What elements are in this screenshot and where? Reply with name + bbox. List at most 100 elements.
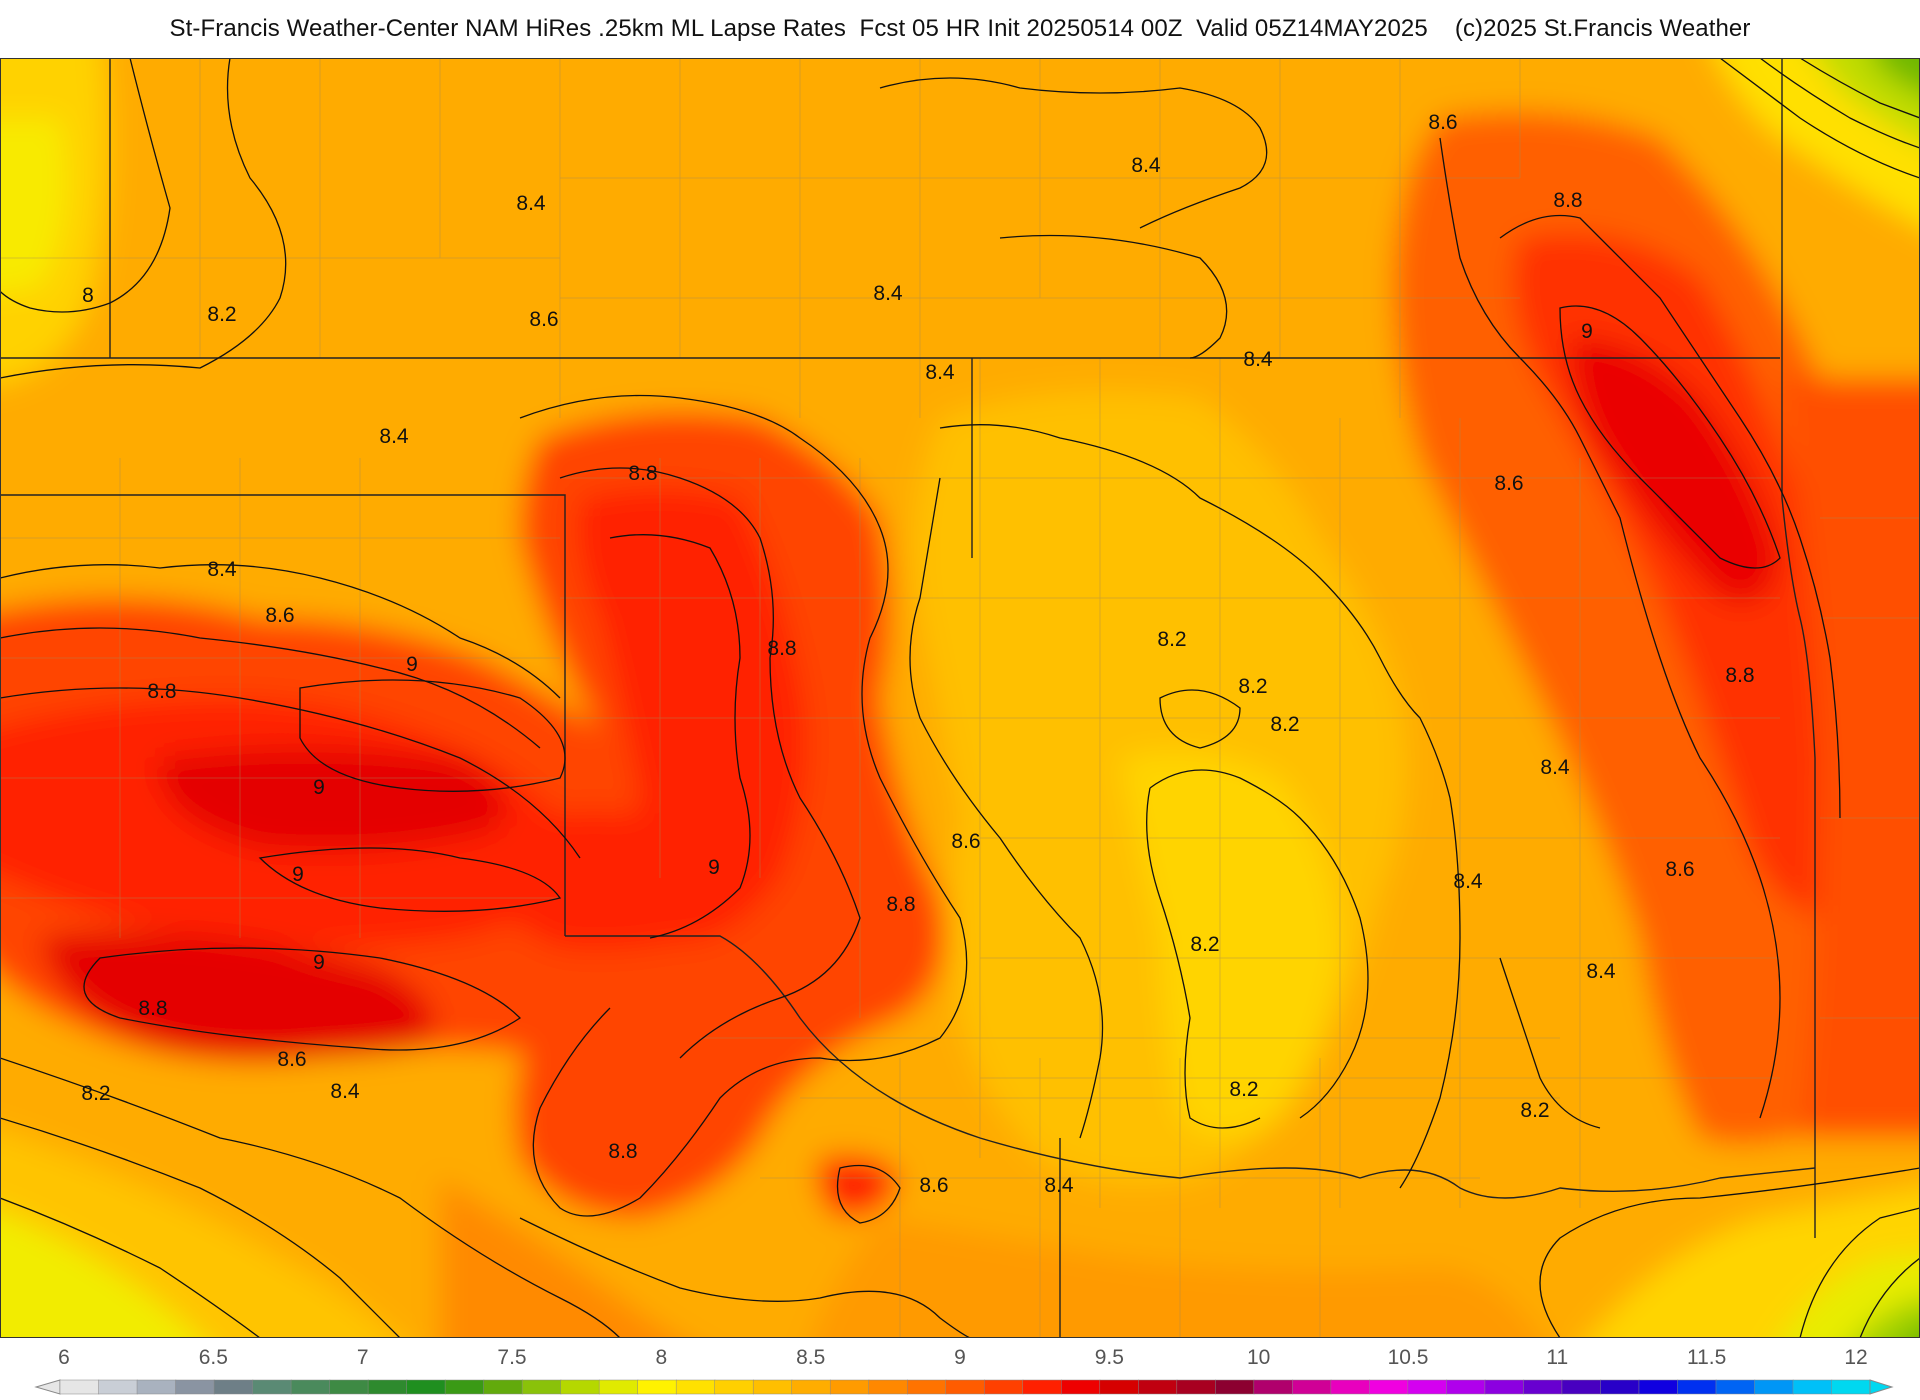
colorbar-swatch <box>1484 1379 1525 1395</box>
contour-label: 8.6 <box>277 1048 306 1071</box>
colorbar-swatch <box>1715 1379 1756 1395</box>
contour-label: 8.4 <box>330 1080 360 1103</box>
contour-label: 8.8 <box>608 1140 637 1163</box>
contour-label: 9 <box>406 653 418 676</box>
contour-label: 8.6 <box>1665 858 1694 881</box>
colorbar-tick-label: 10 <box>1247 1346 1270 1369</box>
colorbar-tick-label: 8 <box>655 1346 667 1369</box>
contour-label: 8.6 <box>1494 472 1523 495</box>
contour-label: 8.4 <box>1586 960 1616 983</box>
colorbar-swatch <box>1792 1379 1833 1395</box>
colorbar-swatch <box>906 1379 947 1395</box>
contour-label: 8.2 <box>1157 628 1186 651</box>
contour-label: 8.8 <box>886 893 915 916</box>
colorbar-tick-label: 12 <box>1844 1346 1867 1369</box>
colorbar-swatch <box>213 1379 254 1395</box>
colorbar-swatch <box>1407 1379 1448 1395</box>
colorbar-swatch <box>1292 1379 1332 1395</box>
colorbar-tick-label: 11 <box>1546 1346 1568 1369</box>
contour-label: 8.8 <box>1553 189 1582 212</box>
colorbar-swatch <box>290 1379 331 1395</box>
colorbar-swatch <box>1561 1379 1602 1395</box>
colorbar-swatches <box>34 1379 1894 1395</box>
colorbar-swatch <box>252 1379 292 1395</box>
map-title: St-Francis Weather-Center NAM HiRes .25k… <box>169 15 1751 42</box>
contour-label: 8.2 <box>1229 1078 1258 1101</box>
color-fill-layer <box>0 58 1920 1338</box>
contour-label: 8.2 <box>1520 1099 1549 1122</box>
colorbar-swatch <box>1253 1379 1294 1395</box>
contour-label: 8.4 <box>925 361 955 384</box>
colorbar-swatch <box>1330 1379 1371 1395</box>
colorbar-swatch <box>1446 1379 1486 1395</box>
colorbar-swatch <box>829 1379 870 1395</box>
colorbar-swatch <box>483 1379 523 1395</box>
colorbar-swatch <box>1677 1379 1717 1395</box>
contour-label: 9 <box>1581 320 1593 343</box>
lapse-rate-map: 8 8.2 8.4 8.6 8.4 8.4 8.4 8.4 8.6 8.8 9 … <box>0 58 1920 1338</box>
contour-label: 8.2 <box>1270 713 1299 736</box>
contour-label: 8.8 <box>767 637 796 660</box>
colorbar-swatch <box>598 1379 639 1395</box>
colorbar-swatch <box>752 1379 793 1395</box>
colorbar-swatch <box>791 1379 831 1395</box>
colorbar-swatch <box>560 1379 600 1395</box>
colorbar-swatch <box>1138 1379 1178 1395</box>
contour-label: 8.4 <box>873 282 903 305</box>
contour-label: 8.2 <box>1190 933 1219 956</box>
contour-label: 8.8 <box>138 997 167 1020</box>
contour-labels: 8 8.2 8.4 8.6 8.4 8.4 8.4 8.4 8.6 8.8 9 … <box>81 111 1754 1197</box>
colorbar-swatch <box>1061 1379 1101 1395</box>
colorbar-swatch <box>329 1379 369 1395</box>
colorbar-tick-label: 7 <box>357 1346 369 1369</box>
colorbar-swatch <box>1600 1379 1640 1395</box>
colorbar-swatch <box>1022 1379 1063 1395</box>
colorbar-swatch <box>868 1379 908 1395</box>
header-bar: St-Francis Weather-Center NAM HiRes .25k… <box>0 0 1920 58</box>
colorbar-tick-label: 8.5 <box>796 1346 825 1369</box>
contour-label: 8.6 <box>1428 111 1457 134</box>
contour-label: 8.4 <box>1243 348 1273 371</box>
contour-label: 8.6 <box>919 1174 948 1197</box>
colorbar-tick-label: 10.5 <box>1388 1346 1429 1369</box>
contour-label: 9 <box>313 951 325 974</box>
contour-label: 8.8 <box>1725 664 1754 687</box>
contour-label: 8.8 <box>628 462 657 485</box>
contour-label: 8.4 <box>1131 154 1161 177</box>
contour-label: 8.8 <box>147 680 176 703</box>
colorbar-swatch <box>1831 1379 1871 1395</box>
contour-label: 8.4 <box>1540 756 1570 779</box>
colorbar-swatch <box>444 1379 485 1395</box>
colorbar-swatch <box>945 1379 986 1395</box>
colorbar-swatch <box>406 1379 446 1395</box>
colorbar-tick-label: 6.5 <box>199 1346 228 1369</box>
colorbar-swatch <box>136 1379 177 1395</box>
state-boundaries <box>0 58 1816 1338</box>
county-boundaries <box>0 58 1920 1338</box>
contour-label: 9 <box>292 863 304 886</box>
colorbar-ticks: 6 6.5 7 7.5 8 8.5 9 9.5 10 10.5 11 11.5 12 <box>58 1346 1868 1369</box>
colorbar-left-arrow <box>34 1379 61 1395</box>
contour-label: 8.2 <box>207 303 236 326</box>
colorbar-tick-label: 6 <box>58 1346 70 1369</box>
colorbar-swatch <box>1215 1379 1255 1395</box>
colorbar-swatch <box>675 1379 716 1395</box>
colorbar-swatch <box>714 1379 754 1395</box>
colorbar-swatch <box>1369 1379 1409 1395</box>
colorbar-tick-label: 9 <box>954 1346 966 1369</box>
contour-label: 8.4 <box>516 192 546 215</box>
contour-label: 8.2 <box>81 1082 110 1105</box>
contour-label: 9 <box>313 776 325 799</box>
colorbar-tick-label: 7.5 <box>497 1346 526 1369</box>
contour-label: 8.4 <box>1453 870 1483 893</box>
colorbar-right-arrow <box>1869 1379 1894 1395</box>
colorbar-swatch <box>637 1379 677 1395</box>
colorbar-swatch <box>1523 1379 1563 1395</box>
colorbar-swatch <box>1099 1379 1140 1395</box>
color-scale: 6 6.5 7 7.5 8 8.5 9 9.5 10 10.5 11 11.5 12 <box>0 1338 1920 1400</box>
colorbar-swatch <box>367 1379 408 1395</box>
colorbar-swatch <box>175 1379 215 1395</box>
contour-label: 9 <box>708 856 720 879</box>
colorbar-tick-label: 11.5 <box>1687 1346 1726 1369</box>
contour-label: 8.2 <box>1238 675 1267 698</box>
